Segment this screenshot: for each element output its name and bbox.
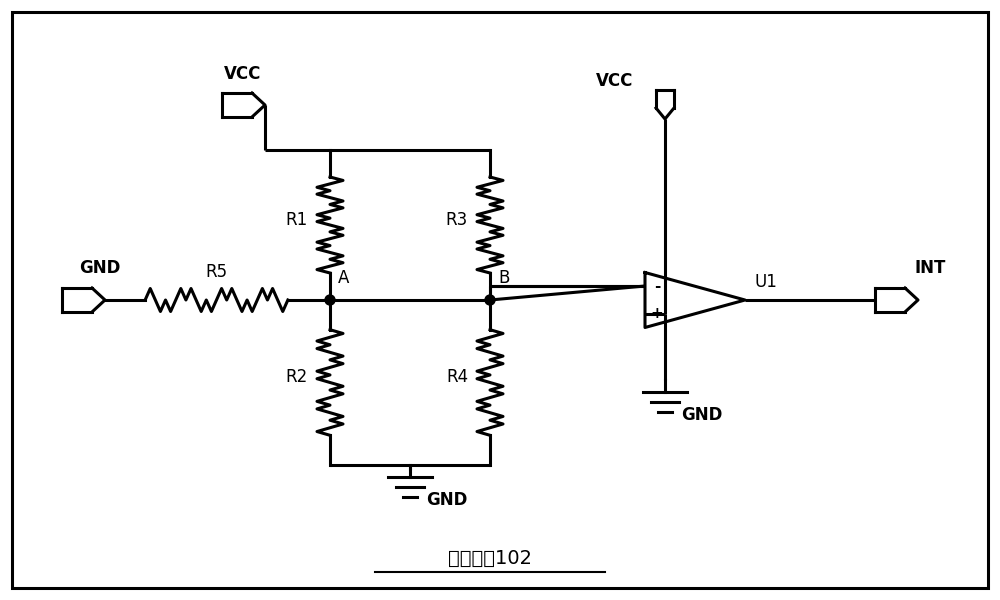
Text: VCC: VCC — [596, 72, 633, 90]
Text: GND: GND — [426, 491, 467, 509]
Text: R3: R3 — [446, 211, 468, 229]
Text: +: + — [651, 307, 663, 322]
Text: VCC: VCC — [224, 65, 262, 83]
Text: GND: GND — [79, 259, 121, 277]
Text: R5: R5 — [205, 263, 228, 281]
Text: INT: INT — [914, 259, 946, 277]
Text: 检测电路102: 检测电路102 — [448, 548, 532, 568]
Text: B: B — [498, 269, 509, 287]
Text: U1: U1 — [755, 273, 778, 291]
Text: A: A — [338, 269, 349, 287]
Text: R4: R4 — [446, 368, 468, 386]
Text: R2: R2 — [286, 368, 308, 386]
Text: -: - — [654, 278, 660, 293]
Text: GND: GND — [681, 406, 722, 424]
Circle shape — [325, 295, 335, 305]
Text: R1: R1 — [286, 211, 308, 229]
Circle shape — [485, 295, 495, 305]
